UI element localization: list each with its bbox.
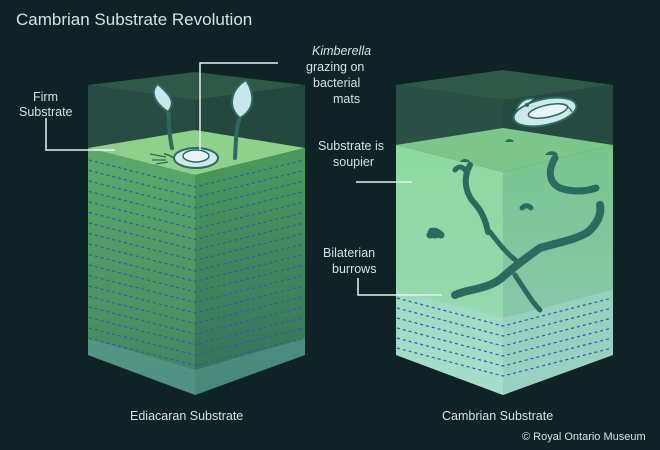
frond-left xyxy=(166,110,174,150)
frond-right xyxy=(233,116,242,160)
cambrian-sediment-layers xyxy=(396,297,613,377)
leader-firm-substrate xyxy=(45,118,115,151)
label-burrows-line-2: burrows xyxy=(332,262,376,276)
label-soupier-line-1: Substrate is xyxy=(318,139,384,153)
trilobite-icon xyxy=(512,96,578,128)
frond-right-leaf xyxy=(231,78,254,120)
cambrian-water-top xyxy=(396,70,613,100)
ediacaran-substrate-side xyxy=(195,148,305,395)
sediment-layer-line xyxy=(88,180,305,209)
label-firm-line-2: Substrate xyxy=(19,105,73,119)
sediment-layer-line xyxy=(88,253,305,283)
frond-left-leaf xyxy=(152,82,173,114)
sediment-layer-line xyxy=(88,295,305,325)
sediment-layer-line xyxy=(88,243,305,272)
sediment-patch xyxy=(427,227,442,239)
leader-burrows xyxy=(357,278,442,296)
sediment-layer-line xyxy=(396,337,613,367)
cambrian-block xyxy=(396,70,613,395)
label-burrows: Bilaterian burrows xyxy=(323,246,376,276)
sediment-layer-line xyxy=(396,297,613,327)
sediment-layer-line xyxy=(88,264,305,293)
sediment-layer-line xyxy=(88,274,305,304)
sediment-layer-line xyxy=(88,232,305,262)
sediment-layer-line xyxy=(396,327,613,357)
sediment-layer-line xyxy=(88,169,305,199)
leader-lines xyxy=(45,62,442,296)
sediment-layer-line xyxy=(396,347,613,377)
ediacaran-substrate-front xyxy=(88,148,195,395)
sediment-layer-line xyxy=(88,327,305,356)
label-kimberella-line-2: grazing on xyxy=(306,60,364,74)
label-soupier-line-2: soupier xyxy=(333,155,374,169)
label-kimberella: Kimberella grazing on bacterial mats xyxy=(306,44,371,106)
label-firm-substrate: Firm Substrate xyxy=(19,90,73,119)
ediacaran-base-front xyxy=(88,338,195,395)
label-burrows-line-1: Bilaterian xyxy=(323,246,375,260)
ediacaran-sediment-layers xyxy=(88,159,305,367)
kimberella-icon xyxy=(149,147,219,169)
sediment-layer-line xyxy=(88,306,305,335)
sediment-layer-line xyxy=(396,307,613,337)
label-soupier: Substrate is soupier xyxy=(318,139,384,169)
surface-hole xyxy=(545,151,558,155)
sediment-layer-line xyxy=(88,190,305,220)
sediment-layer-line xyxy=(88,159,305,188)
sediment-layer-line xyxy=(88,201,305,230)
caption-ediacaran: Ediacaran Substrate xyxy=(130,409,243,423)
surface-hole xyxy=(460,159,470,162)
diagram-title: Cambrian Substrate Revolution xyxy=(16,10,252,29)
sediment-layer-line xyxy=(88,285,305,314)
surface-hole xyxy=(505,139,514,142)
sediment-layer-line xyxy=(88,211,305,241)
leader-kimberella xyxy=(199,62,278,150)
sediment-layer-line xyxy=(88,337,305,367)
label-firm-line-1: Firm xyxy=(33,90,58,104)
cambrian-substrate-top xyxy=(396,128,613,172)
sediment-layer-line xyxy=(88,316,305,346)
label-kimberella-line-4: mats xyxy=(333,92,360,106)
sediment-layer-line xyxy=(396,317,613,347)
caption-cambrian: Cambrian Substrate xyxy=(442,409,553,423)
ediacaran-water-top xyxy=(88,72,305,100)
sediment-layer-line xyxy=(88,222,305,251)
credit-text: © Royal Ontario Museum xyxy=(522,431,646,443)
label-kimberella-line-3: bacterial xyxy=(313,76,360,90)
ediacaran-base-side xyxy=(195,338,305,395)
cambrian-lower-front xyxy=(396,290,503,395)
label-kimberella-name: Kimberella xyxy=(312,44,371,58)
ediacaran-block xyxy=(88,72,305,395)
